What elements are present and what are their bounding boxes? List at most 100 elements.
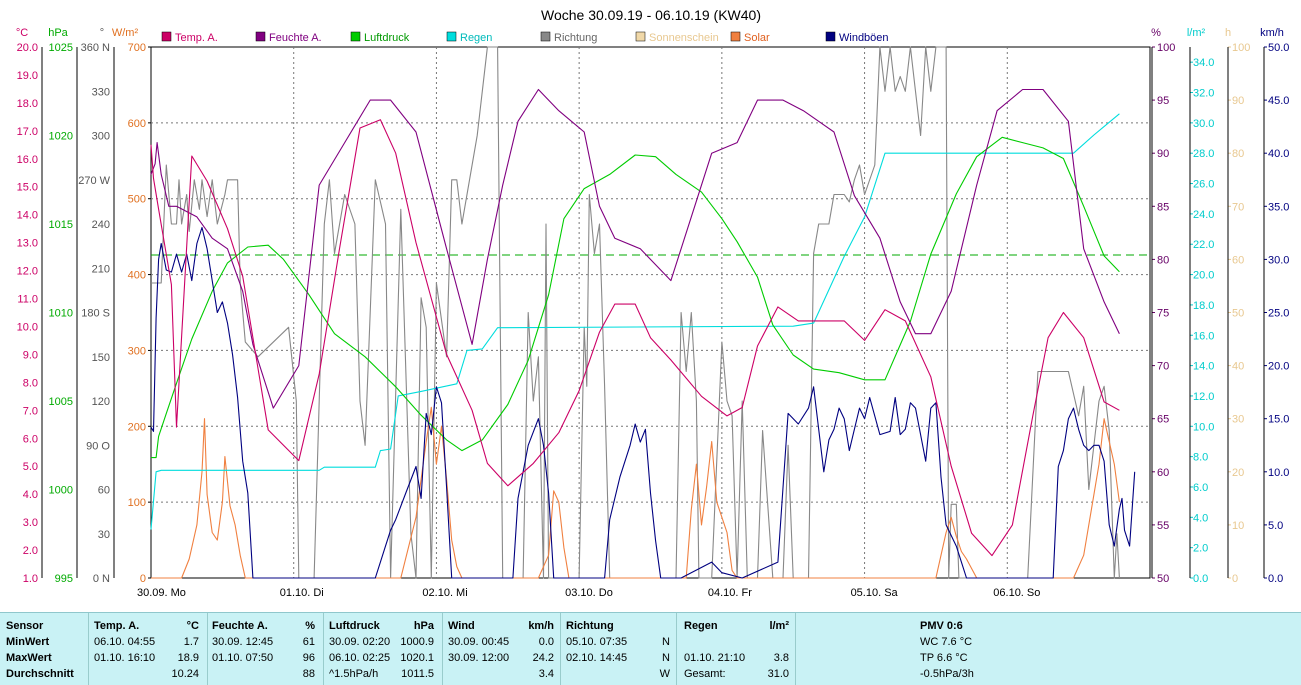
pmv-pressure-trend: -0.5hPa/3h: [920, 668, 974, 680]
right-axis-tick-label: 18.0: [1193, 300, 1214, 312]
right-axis-tick-label: 80: [1157, 254, 1169, 266]
rain-total-label: Gesamt:: [684, 668, 726, 680]
pressure-header: Luftdruck: [329, 620, 380, 632]
left-axis-tick-label: 1000: [49, 485, 73, 497]
wind-header: Wind: [448, 620, 475, 632]
left-axis-tick-label: 100: [128, 497, 146, 509]
pressure-max-time: 06.10. 02:25: [329, 652, 391, 664]
left-axis-tick-label: 500: [128, 194, 146, 206]
axis-unit-label: hPa: [48, 27, 68, 39]
left-axis-tick-label: 15.0: [17, 182, 38, 194]
sensor-header: Sensor: [6, 620, 44, 632]
stats-wind-column: Wind km/h 30.09. 00:45 0.0 30.09. 12:00 …: [443, 613, 561, 685]
right-axis-tick-label: 10.0: [1193, 421, 1214, 433]
legend-item: Sonnenschein: [635, 31, 719, 44]
axis-unit-label: km/h: [1260, 27, 1284, 39]
pressure-max-value: 1020.1: [400, 652, 434, 664]
axis-unit-labels: °C hPa ° W/m²% l/m² h km/h: [16, 27, 1284, 39]
left-axis-tick-label: 300: [92, 131, 110, 143]
right-axis-tick-label: 35.0: [1268, 201, 1289, 213]
x-tick-label: 03.10. Do: [565, 587, 613, 599]
rain-header: Regen: [684, 620, 718, 632]
stats-direction-column: Richtung 05.10. 07:35 N 02.10. 14:45 N W: [561, 613, 677, 685]
legend-item: Regen: [446, 31, 492, 44]
right-axis-tick-label: 85: [1157, 201, 1169, 213]
statistics-panel: Sensor MinWert MaxWert Durchschnitt Temp…: [0, 612, 1301, 685]
right-axis-tick-label: 45.0: [1268, 95, 1289, 107]
left-axis-tick-label: 240: [92, 219, 110, 231]
left-axis-tick-label: 600: [128, 118, 146, 130]
left-axis-tick-label: 120: [92, 396, 110, 408]
pressure-min-value: 1000.9: [400, 636, 434, 648]
left-axis-tick-label: 5.0: [23, 461, 38, 473]
right-axis-tick-label: 65: [1157, 414, 1169, 426]
direction-max-value: N: [662, 652, 670, 664]
left-axis-tick-label: 1015: [49, 219, 73, 231]
x-tick-label: 02.10. Mi: [422, 587, 467, 599]
right-axis-tick-label: 6.0: [1193, 482, 1208, 494]
left-axis-tick-label: 400: [128, 270, 146, 282]
pressure-avg-value: 1011.5: [401, 668, 434, 680]
right-axis-tick-label: 40.0: [1268, 148, 1289, 160]
temp-min-value: 1.7: [183, 636, 199, 648]
rain-unit: l/m²: [769, 620, 789, 632]
stats-rain-column: Regen l/m² 01.10. 21:10 3.8 Gesamt: 31.0: [677, 613, 796, 685]
humidity-min-value: 61: [302, 636, 315, 648]
left-axis-tick-label: 3.0: [23, 517, 38, 529]
row-label-avg: Durchschnitt: [6, 668, 74, 680]
humidity-header: Feuchte A.: [212, 620, 268, 632]
right-axis-tick-label: 0.0: [1268, 573, 1283, 585]
left-axis-tick-label: 17.0: [17, 126, 38, 138]
x-tick-label: 06.10. So: [993, 587, 1040, 599]
legend-swatch: [540, 31, 551, 42]
left-axis-tick-label: 19.0: [17, 70, 38, 82]
series-layer: [150, 46, 1136, 579]
right-axis-tick-label: 15.0: [1268, 414, 1289, 426]
left-axis-tick-label: 20.0: [17, 42, 38, 54]
right-axis-tick-label: 100: [1157, 42, 1175, 54]
right-axis-tick-label: 100: [1232, 42, 1250, 54]
left-axis-tick-label: 360 N: [81, 42, 110, 54]
rain-max-time: 01.10. 21:10: [684, 652, 746, 664]
direction-header: Richtung: [566, 620, 614, 632]
left-axis-tick-label: 11.0: [17, 294, 38, 306]
series-line-feuchte-a: [150, 88, 1120, 409]
direction-min-time: 05.10. 07:35: [566, 636, 628, 648]
left-axis-tick-label: 16.0: [17, 154, 38, 166]
series-line-solar: [151, 406, 1120, 579]
right-axis-tick-label: 12.0: [1193, 391, 1214, 403]
right-axis-tick-label: 25.0: [1268, 308, 1289, 320]
temp-avg-value: 10.24: [171, 668, 199, 680]
left-axis-tick-label: 0 N: [93, 573, 110, 585]
right-axis-tick-label: 30: [1232, 414, 1244, 426]
temp-unit: °C: [186, 620, 199, 632]
legend-label: Regen: [460, 32, 492, 44]
right-axis-tick-label: 28.0: [1193, 148, 1214, 160]
left-axes: 1.0 2.0 3.0 4.0 5.0 6.0 7.0 8.0 9.0 10.0 11.0 12.0 1…: [17, 42, 151, 585]
left-axis-tick-label: 4.0: [23, 489, 38, 501]
x-tick-label: 05.10. Sa: [851, 587, 899, 599]
pmv-dewpoint: TP 6.6 °C: [920, 652, 968, 664]
right-axis-tick-label: 32.0: [1193, 88, 1214, 100]
pmv-windchill: WC 7.6 °C: [920, 636, 973, 648]
left-axis-tick-label: 9.0: [23, 349, 38, 361]
pmv-header: PMV 0:6: [920, 620, 963, 632]
right-axis-tick-label: 2.0: [1193, 543, 1208, 555]
left-axis-tick-label: 330: [92, 86, 110, 98]
left-axis-tick-label: 10.0: [17, 321, 38, 333]
temp-header: Temp. A.: [94, 620, 140, 632]
right-axis-tick-label: 55: [1157, 520, 1169, 532]
right-axis-tick-label: 60: [1232, 254, 1244, 266]
left-axis-tick-label: 6.0: [23, 433, 38, 445]
right-axis-tick-label: 0: [1232, 573, 1238, 585]
left-axis-tick-label: 13.0: [17, 238, 38, 250]
right-axis-tick-label: 90: [1232, 95, 1244, 107]
left-axis-tick-label: 12.0: [17, 266, 38, 278]
left-axis-tick-label: 2.0: [23, 545, 38, 557]
left-axis-tick-label: 150: [92, 352, 110, 364]
left-axis-tick-label: 200: [128, 421, 146, 433]
humidity-max-time: 01.10. 07:50: [212, 652, 274, 664]
axis-unit-label: l/m²: [1187, 27, 1206, 39]
right-axis-tick-label: 60: [1157, 467, 1169, 479]
